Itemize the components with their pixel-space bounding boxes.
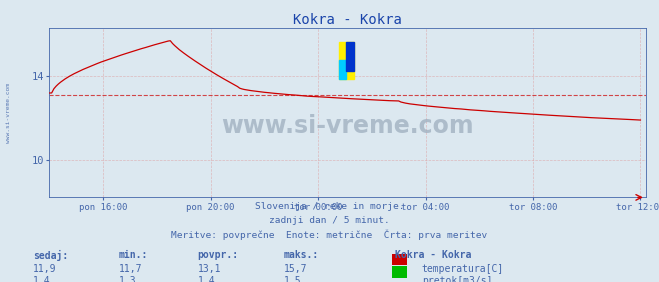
Text: 1,4: 1,4 — [33, 276, 51, 282]
Text: sedaj:: sedaj: — [33, 250, 68, 261]
Bar — [339, 42, 354, 79]
Text: Slovenija / reke in morje.: Slovenija / reke in morje. — [255, 202, 404, 211]
Text: www.si-vreme.com: www.si-vreme.com — [221, 114, 474, 138]
Text: maks.:: maks.: — [283, 250, 318, 259]
Text: temperatura[C]: temperatura[C] — [422, 264, 504, 274]
Text: 11,7: 11,7 — [119, 264, 142, 274]
Text: min.:: min.: — [119, 250, 148, 259]
Bar — [339, 60, 347, 79]
Text: zadnji dan / 5 minut.: zadnji dan / 5 minut. — [269, 216, 390, 225]
Text: 13,1: 13,1 — [198, 264, 221, 274]
Text: 1,5: 1,5 — [283, 276, 301, 282]
Text: www.si-vreme.com: www.si-vreme.com — [6, 83, 11, 143]
Text: povpr.:: povpr.: — [198, 250, 239, 259]
Title: Kokra - Kokra: Kokra - Kokra — [293, 13, 402, 27]
Text: 1,3: 1,3 — [119, 276, 136, 282]
Text: Kokra - Kokra: Kokra - Kokra — [395, 250, 472, 259]
Text: Meritve: povprečne  Enote: metrične  Črta: prva meritev: Meritve: povprečne Enote: metrične Črta:… — [171, 230, 488, 240]
Text: pretok[m3/s]: pretok[m3/s] — [422, 276, 492, 282]
Text: 15,7: 15,7 — [283, 264, 307, 274]
Bar — [346, 42, 354, 70]
Text: 1,4: 1,4 — [198, 276, 215, 282]
Text: 11,9: 11,9 — [33, 264, 57, 274]
